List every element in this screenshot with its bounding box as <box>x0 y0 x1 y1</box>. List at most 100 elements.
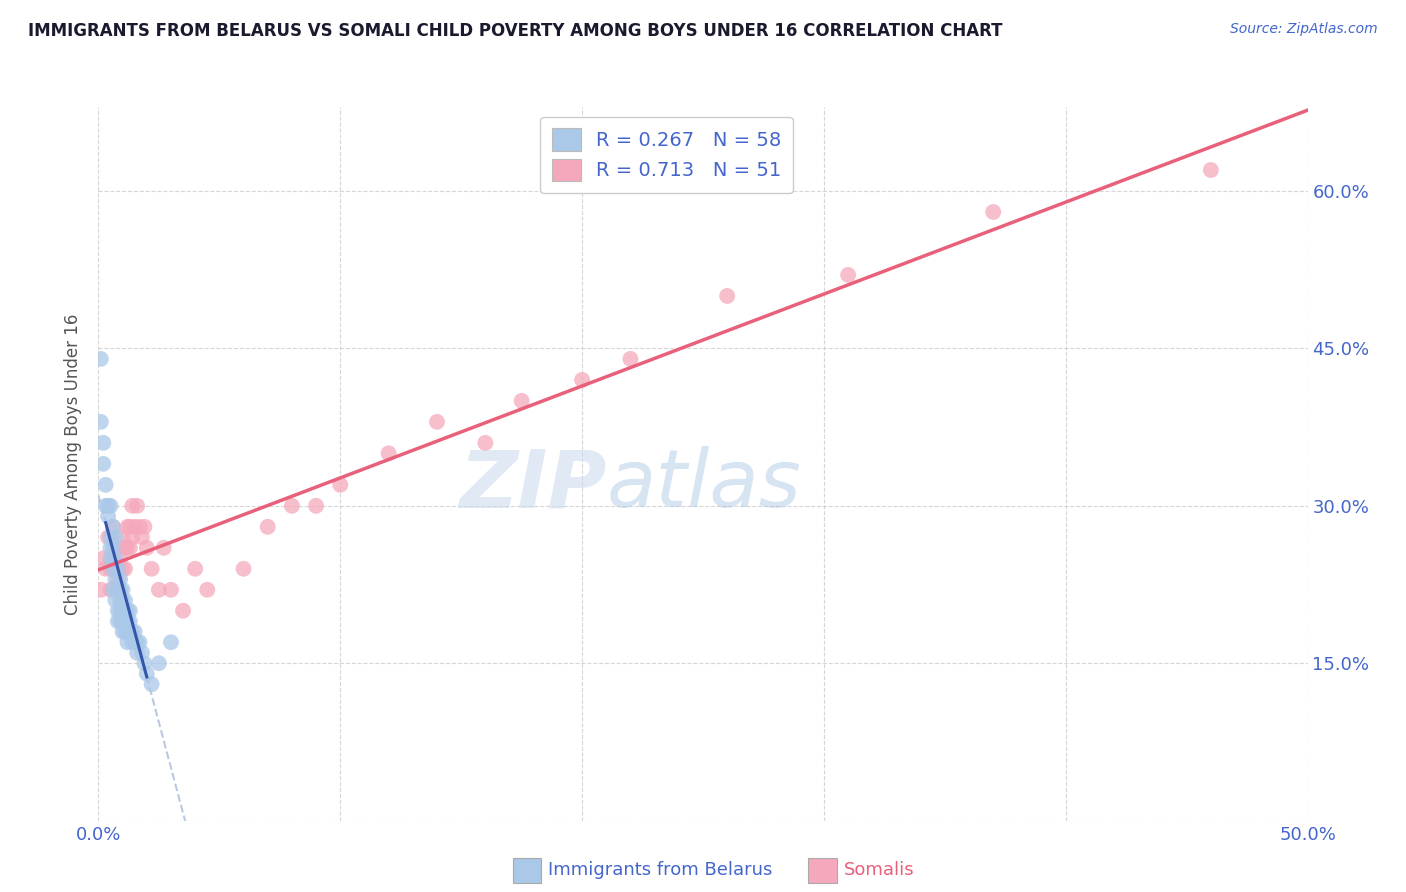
Point <box>111 604 134 618</box>
Point <box>107 582 129 597</box>
Point <box>108 572 131 586</box>
Point <box>94 499 117 513</box>
Text: Immigrants from Belarus: Immigrants from Belarus <box>548 861 773 879</box>
Point <box>127 499 149 513</box>
Point <box>474 435 496 450</box>
Point <box>91 457 114 471</box>
Point <box>135 666 157 681</box>
Point <box>117 541 139 555</box>
Point <box>104 562 127 576</box>
Point <box>118 541 141 555</box>
Y-axis label: Child Poverty Among Boys Under 16: Child Poverty Among Boys Under 16 <box>65 313 83 615</box>
Point <box>104 530 127 544</box>
Point <box>134 657 156 671</box>
Point <box>100 562 122 576</box>
Point <box>100 551 122 566</box>
Point <box>148 657 170 671</box>
Point <box>104 572 127 586</box>
Point <box>108 614 131 628</box>
Point <box>118 520 141 534</box>
Point <box>107 572 129 586</box>
Point <box>101 582 124 597</box>
Point <box>124 624 146 639</box>
Point <box>104 593 127 607</box>
Point <box>114 593 136 607</box>
Point <box>118 604 141 618</box>
Point <box>101 520 124 534</box>
Point <box>131 646 153 660</box>
Point <box>118 624 141 639</box>
Point <box>716 289 738 303</box>
Point <box>121 499 143 513</box>
Point <box>90 351 112 366</box>
Text: IMMIGRANTS FROM BELARUS VS SOMALI CHILD POVERTY AMONG BOYS UNDER 16 CORRELATION : IMMIGRANTS FROM BELARUS VS SOMALI CHILD … <box>28 22 1002 40</box>
Point <box>117 624 139 639</box>
Point <box>101 562 124 576</box>
Point <box>160 635 183 649</box>
Point <box>117 604 139 618</box>
Point <box>128 520 150 534</box>
Point <box>108 593 131 607</box>
Point <box>121 530 143 544</box>
Point <box>108 604 131 618</box>
Point <box>107 582 129 597</box>
Point <box>981 205 1004 219</box>
Point <box>124 635 146 649</box>
Point <box>114 604 136 618</box>
Point <box>97 509 120 524</box>
Point <box>100 530 122 544</box>
Point <box>114 624 136 639</box>
Point <box>121 635 143 649</box>
Point <box>377 446 399 460</box>
Point <box>131 530 153 544</box>
Point <box>111 593 134 607</box>
Point <box>104 541 127 555</box>
Point <box>94 562 117 576</box>
Point <box>107 614 129 628</box>
Point <box>141 677 163 691</box>
Point <box>114 614 136 628</box>
Point <box>111 562 134 576</box>
Point <box>134 520 156 534</box>
Point <box>160 582 183 597</box>
Point <box>152 541 174 555</box>
Point <box>97 530 120 544</box>
Point <box>114 541 136 555</box>
Point <box>91 551 114 566</box>
Point <box>97 499 120 513</box>
Point <box>117 520 139 534</box>
Point <box>256 520 278 534</box>
Point <box>172 604 194 618</box>
Point <box>100 499 122 513</box>
Point <box>510 393 533 408</box>
Point <box>100 582 122 597</box>
Point <box>619 351 641 366</box>
Point <box>232 562 254 576</box>
Point <box>90 415 112 429</box>
Point <box>148 582 170 597</box>
Point <box>141 562 163 576</box>
Point <box>426 415 449 429</box>
Point <box>1199 163 1222 178</box>
Point <box>111 624 134 639</box>
Point <box>117 635 139 649</box>
Legend: R = 0.267   N = 58, R = 0.713   N = 51: R = 0.267 N = 58, R = 0.713 N = 51 <box>540 117 793 193</box>
Point <box>329 478 352 492</box>
Point <box>101 551 124 566</box>
Point <box>118 614 141 628</box>
Point <box>108 551 131 566</box>
Text: Somalis: Somalis <box>844 861 914 879</box>
Point <box>837 268 859 282</box>
Point <box>184 562 207 576</box>
Point <box>195 582 218 597</box>
Point <box>101 541 124 555</box>
Point <box>121 624 143 639</box>
Point <box>101 520 124 534</box>
Point <box>114 562 136 576</box>
Point <box>90 582 112 597</box>
Point <box>107 562 129 576</box>
Point <box>91 435 114 450</box>
Point <box>135 541 157 555</box>
Point <box>117 614 139 628</box>
Text: ZIP: ZIP <box>458 446 606 524</box>
